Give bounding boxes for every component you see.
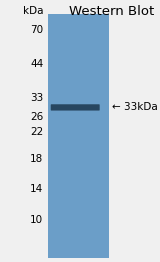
Text: 26: 26 — [30, 112, 43, 122]
Text: 14: 14 — [30, 184, 43, 194]
Text: ← 33kDa: ← 33kDa — [112, 102, 158, 112]
Text: 33: 33 — [30, 93, 43, 103]
FancyBboxPatch shape — [51, 104, 100, 111]
Text: 22: 22 — [30, 127, 43, 137]
Text: 18: 18 — [30, 154, 43, 163]
Text: Western Blot: Western Blot — [69, 5, 155, 18]
Text: 10: 10 — [30, 215, 43, 225]
Text: kDa: kDa — [23, 6, 43, 16]
Text: 44: 44 — [30, 59, 43, 69]
Text: 70: 70 — [30, 25, 43, 35]
Bar — [48, 14, 109, 258]
